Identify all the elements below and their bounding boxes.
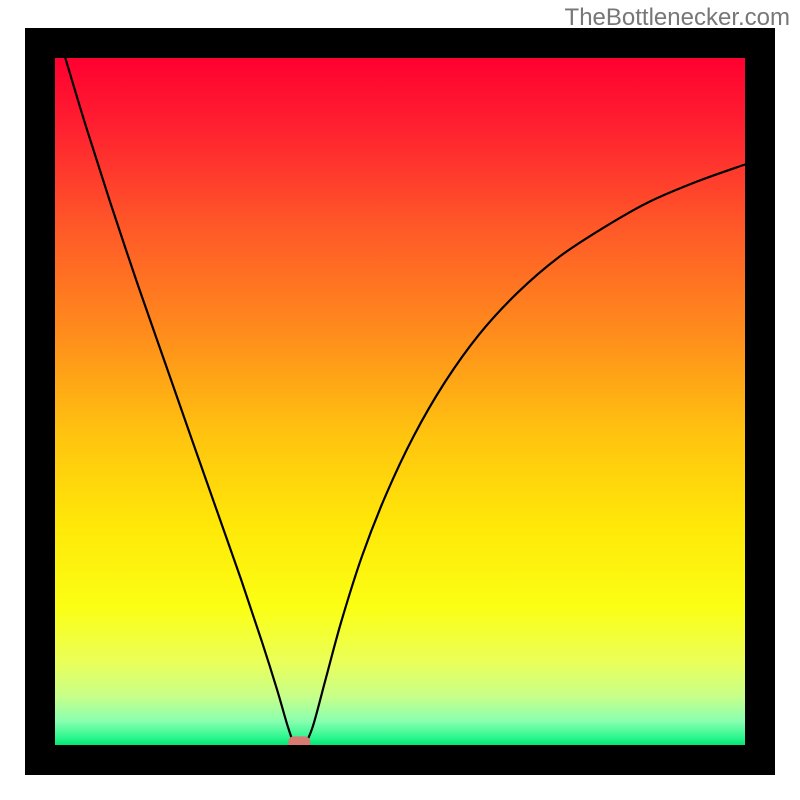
chart-background bbox=[55, 58, 745, 745]
chart-frame bbox=[25, 28, 775, 775]
watermark-text: TheBottlenecker.com bbox=[565, 4, 790, 32]
minimum-marker bbox=[288, 736, 310, 745]
chart-svg bbox=[55, 58, 745, 745]
